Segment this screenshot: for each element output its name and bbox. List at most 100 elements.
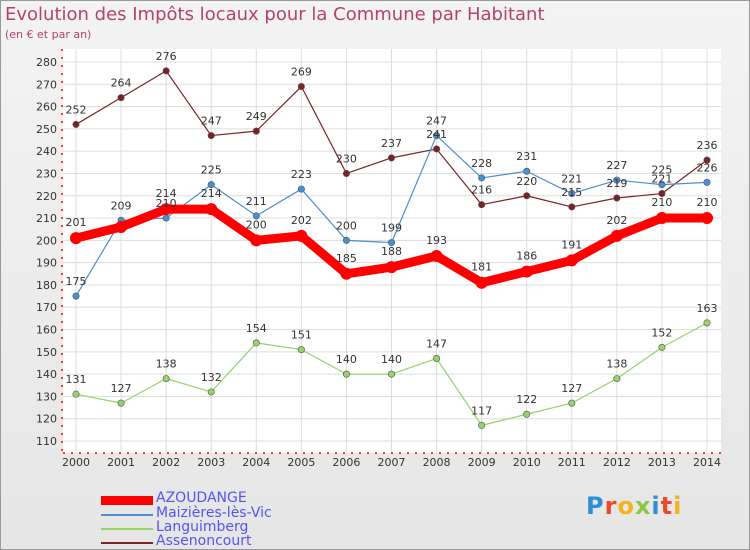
data-label: 210: [697, 196, 718, 209]
x-tick-label: 2008: [423, 456, 451, 469]
data-label: 236: [697, 139, 718, 152]
data-label: 151: [291, 329, 312, 342]
data-label: 230: [336, 152, 357, 165]
data-point: [297, 346, 305, 354]
y-tick-label: 200: [36, 234, 57, 247]
y-tick-label: 110: [36, 435, 57, 448]
legend-label: Assenoncourt: [156, 533, 252, 549]
data-label: 241: [426, 128, 447, 141]
x-tick-label: 2009: [468, 456, 496, 469]
data-label: 221: [651, 173, 672, 186]
data-point: [523, 167, 531, 175]
y-tick-label: 230: [36, 167, 57, 180]
data-point: [207, 132, 215, 140]
data-point: [162, 214, 170, 222]
data-point: [205, 203, 218, 216]
data-label: 186: [516, 250, 537, 263]
data-label: 219: [606, 177, 627, 190]
y-tick-label: 240: [36, 145, 57, 158]
data-label: 181: [471, 261, 492, 274]
data-label: 211: [246, 195, 267, 208]
data-label: 247: [426, 115, 447, 128]
data-point: [342, 169, 350, 177]
data-label: 175: [66, 275, 87, 288]
x-tick-label: 2013: [648, 456, 676, 469]
data-label: 226: [697, 161, 718, 174]
data-point: [72, 120, 80, 128]
x-tick-label: 2004: [242, 456, 270, 469]
chart-title: Evolution des Impôts locaux pour la Comm…: [5, 4, 545, 25]
y-tick-label: 120: [36, 413, 57, 426]
data-label: 264: [111, 77, 132, 90]
logo-letter: t: [660, 492, 674, 520]
y-tick-label: 270: [36, 78, 57, 91]
data-point: [701, 212, 713, 225]
data-label: 228: [471, 157, 492, 170]
data-point: [252, 339, 260, 347]
x-tick-label: 2001: [107, 456, 135, 469]
data-label: 200: [246, 218, 267, 231]
data-point: [523, 410, 531, 418]
data-point: [117, 399, 125, 407]
data-label: 163: [697, 302, 718, 315]
data-point: [387, 370, 395, 378]
data-point: [433, 145, 441, 153]
data-label: 247: [201, 115, 222, 128]
legend-label: AZOUDANGE: [156, 490, 247, 506]
x-tick-label: 2007: [378, 456, 406, 469]
data-label: 202: [606, 214, 627, 227]
data-label: 220: [516, 175, 537, 188]
logo-letter: x: [634, 492, 652, 520]
legend-swatch: [101, 542, 153, 544]
data-point: [703, 178, 711, 186]
data-point: [387, 154, 395, 162]
data-label: 214: [201, 187, 222, 200]
data-label: 140: [336, 353, 357, 366]
data-point: [252, 127, 260, 135]
data-label: 138: [606, 358, 627, 371]
data-point: [252, 212, 260, 220]
data-point: [703, 319, 711, 327]
data-label: 225: [201, 164, 222, 177]
legend-swatch: [101, 496, 153, 505]
data-point: [478, 174, 486, 182]
y-tick-label: 160: [36, 324, 57, 337]
legend-label: Maizières-lès-Vic: [156, 505, 272, 521]
data-label: 200: [336, 219, 357, 232]
data-label: 185: [336, 252, 357, 265]
data-point: [297, 185, 305, 193]
data-point: [72, 390, 80, 398]
data-label: 132: [201, 371, 222, 384]
data-point: [658, 190, 666, 198]
data-point: [433, 355, 441, 363]
legend-swatch: [101, 528, 153, 530]
data-label: 209: [111, 199, 132, 212]
x-tick-label: 2003: [197, 456, 225, 469]
data-point: [340, 267, 353, 280]
y-tick-label: 180: [36, 279, 57, 292]
data-point: [70, 232, 82, 245]
data-point: [387, 239, 395, 247]
data-point: [658, 181, 666, 189]
data-label: 249: [246, 110, 267, 123]
logo-letter: P: [586, 492, 605, 520]
data-point: [613, 375, 621, 383]
y-tick-label: 250: [36, 123, 57, 136]
data-point: [523, 192, 531, 200]
x-tick-label: 2011: [558, 456, 586, 469]
data-label: 191: [561, 238, 582, 251]
x-tick-label: 2002: [152, 456, 180, 469]
data-label: 216: [471, 184, 492, 197]
data-point: [568, 399, 576, 407]
y-tick-label: 280: [36, 56, 57, 69]
data-label: 202: [291, 214, 312, 227]
data-label: 210: [156, 197, 177, 210]
data-point: [655, 212, 668, 225]
data-point: [613, 194, 621, 202]
x-tick-label: 2014: [693, 456, 721, 469]
y-tick-label: 190: [36, 257, 57, 270]
data-point: [613, 176, 621, 184]
data-label: 214: [156, 187, 177, 200]
data-label: 131: [66, 373, 87, 386]
